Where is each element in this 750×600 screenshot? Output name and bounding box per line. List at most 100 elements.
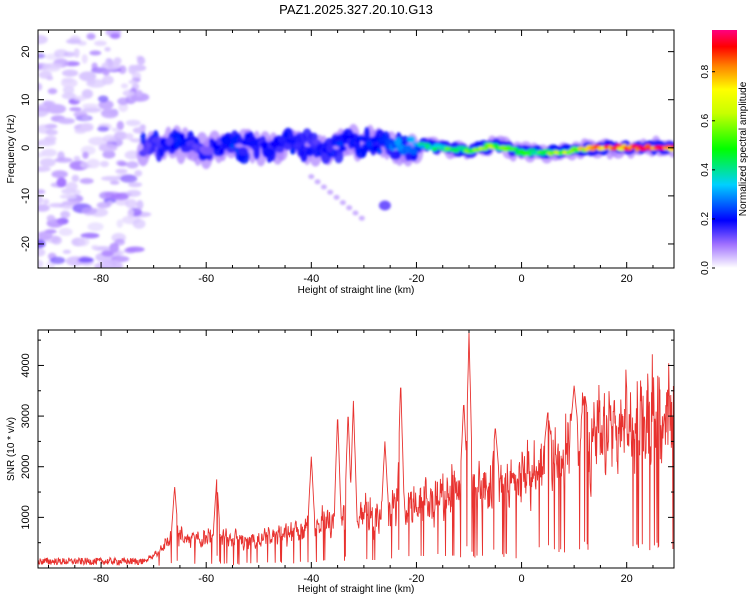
isolated-blob bbox=[378, 200, 391, 211]
spectrogram-frame bbox=[37, 29, 675, 269]
signal-core bbox=[230, 143, 235, 149]
noise-blob bbox=[81, 54, 88, 64]
noise-blob bbox=[46, 104, 67, 114]
noise-blob bbox=[73, 48, 80, 58]
noise-blob bbox=[59, 194, 77, 200]
noise-blob bbox=[38, 111, 50, 116]
colorbar-tick-label: 0.6 bbox=[700, 113, 711, 127]
noise-blob bbox=[58, 227, 73, 236]
streak-blob bbox=[339, 200, 346, 206]
noise-blob bbox=[128, 64, 137, 75]
colorbar-tick-label: 0.4 bbox=[700, 162, 711, 176]
noise-blob bbox=[81, 207, 98, 215]
noise-blob bbox=[100, 160, 109, 168]
noise-blob bbox=[82, 107, 102, 113]
snr-x-tick-label: -80 bbox=[93, 573, 109, 585]
snr-y-tick-label: 2000 bbox=[20, 454, 32, 478]
noise-blob bbox=[61, 188, 76, 195]
noise-blob bbox=[91, 244, 99, 250]
colorbar-label: Normalized spectral amplitude bbox=[738, 81, 749, 216]
noise-blob bbox=[81, 89, 93, 99]
noise-blob bbox=[98, 100, 114, 110]
noise-blob bbox=[128, 79, 137, 84]
noise-blob bbox=[124, 150, 140, 160]
signal-core bbox=[290, 147, 296, 155]
noise-blob bbox=[38, 259, 44, 268]
noise-blob bbox=[116, 160, 126, 166]
noise-blob bbox=[102, 75, 114, 85]
noise-blob bbox=[102, 150, 116, 159]
noise-blob bbox=[103, 260, 120, 268]
noise-blob bbox=[38, 248, 46, 257]
snr-x-tick-label: -20 bbox=[408, 573, 424, 585]
noise-blob bbox=[101, 250, 114, 257]
noise-blob bbox=[129, 138, 144, 143]
snr-background bbox=[38, 330, 674, 568]
noise-blob bbox=[116, 120, 124, 131]
noise-blob bbox=[51, 236, 62, 245]
streak-blob bbox=[308, 174, 315, 180]
snr-x-tick-label: 0 bbox=[519, 573, 525, 585]
noise-blob bbox=[79, 178, 94, 184]
colorbar-tick-label: 0.0 bbox=[700, 261, 711, 275]
colorbar-tick-label: 0.8 bbox=[700, 64, 711, 78]
snr-ticks: -80 -60 -40 -20 0 20 1000 2000 3000 4000 bbox=[20, 330, 674, 585]
signal-core bbox=[312, 139, 321, 146]
signal-core bbox=[339, 145, 347, 152]
signal-core bbox=[165, 137, 174, 146]
noise-blob bbox=[38, 152, 45, 158]
noise-blob bbox=[38, 34, 48, 45]
colorbar-ticks: 0.0 0.2 0.4 0.6 0.8 bbox=[700, 64, 715, 275]
noise-blob bbox=[80, 161, 89, 169]
signal-core bbox=[407, 136, 416, 143]
noise-blob bbox=[109, 33, 121, 39]
spectrogram-ylabel: Frequency (Hz) bbox=[6, 115, 17, 184]
signal-mid bbox=[308, 132, 319, 141]
snr-ylabel: SNR (10 * v/v) bbox=[6, 417, 17, 481]
noise-blob bbox=[80, 232, 100, 239]
signal-core bbox=[306, 148, 312, 156]
signal-core bbox=[394, 137, 402, 146]
noise-blob bbox=[73, 95, 87, 102]
noise-blob bbox=[114, 131, 128, 141]
signal-core bbox=[361, 136, 367, 143]
noise-blob bbox=[87, 222, 104, 232]
noise-blob bbox=[115, 199, 129, 206]
noise-blob bbox=[86, 158, 100, 169]
signal-core bbox=[151, 144, 157, 153]
noise-blob bbox=[104, 47, 111, 52]
noise-blob bbox=[38, 103, 50, 114]
noise-blob bbox=[41, 66, 61, 72]
noise-blob bbox=[38, 83, 43, 91]
noise-blob bbox=[73, 155, 81, 162]
signal-core bbox=[142, 147, 150, 155]
streak-blob bbox=[320, 184, 327, 190]
noise-blob bbox=[125, 119, 141, 127]
spectrogram-x-tick-label: 20 bbox=[621, 273, 633, 285]
streak-blob bbox=[346, 205, 353, 211]
spectrogram-ticks: -80 -60 -40 -20 0 20 -20 -10 0 10 20 bbox=[20, 30, 674, 285]
colorbar-gradient bbox=[712, 30, 737, 268]
noise-blob bbox=[126, 189, 142, 197]
noise-blob bbox=[38, 71, 52, 79]
noise-blob bbox=[132, 218, 146, 229]
noise-blob bbox=[116, 219, 124, 228]
noise-blob bbox=[61, 200, 81, 206]
noise-blob bbox=[97, 126, 109, 132]
noise-blob bbox=[125, 198, 137, 209]
noise-blob bbox=[87, 78, 96, 86]
noise-blob bbox=[43, 198, 50, 205]
signal-core bbox=[219, 148, 225, 156]
noise-blob bbox=[96, 201, 111, 209]
colorbar-tick-label: 0.2 bbox=[700, 212, 711, 226]
signal-core bbox=[204, 146, 214, 156]
noise-blob bbox=[107, 58, 114, 67]
noise-blob bbox=[124, 133, 134, 140]
spectrogram-panel: -80 -60 -40 -20 0 20 -20 -10 0 10 20 Height of str… bbox=[6, 29, 675, 296]
spectrogram-xlabel: Height of straight line (km) bbox=[298, 285, 415, 296]
noise-blob bbox=[120, 174, 138, 183]
noise-blob bbox=[38, 230, 53, 241]
spectrogram-x-tick-label: -80 bbox=[93, 273, 109, 285]
noise-blob bbox=[82, 151, 89, 159]
noise-blob bbox=[46, 214, 56, 222]
